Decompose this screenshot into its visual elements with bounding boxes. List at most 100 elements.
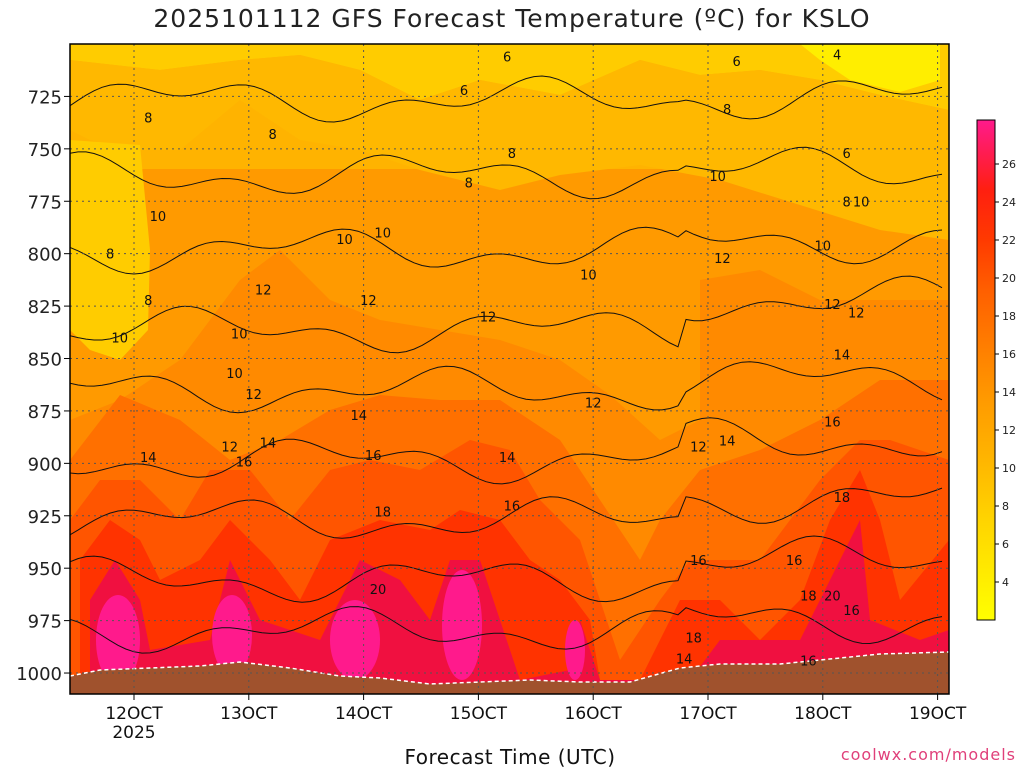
- x-axis-label: Forecast Time (UTC): [404, 745, 616, 769]
- contour-band-20: [90, 520, 949, 694]
- contour-label: 6: [733, 55, 741, 70]
- colorbar: 4 6 8 10 12 14 16 18 20 22 24 26: [976, 119, 1016, 621]
- x-tick-label: 14OCT: [335, 704, 393, 724]
- contour-label: 10: [853, 195, 870, 210]
- credit-link[interactable]: coolwx.com/models: [840, 745, 1016, 764]
- contour-label: 16: [800, 655, 817, 670]
- contour-label: 18: [374, 506, 391, 521]
- contour-label: 6: [843, 147, 851, 162]
- x-tick-label: 19OCT: [909, 704, 967, 724]
- contour-label: 8: [144, 111, 152, 126]
- y-tick-label: 975: [28, 612, 62, 633]
- y-tick-label: 900: [28, 454, 62, 475]
- contour-line: [70, 275, 943, 354]
- contour-label: 10: [709, 170, 726, 185]
- contour-label: 8: [723, 103, 731, 118]
- terrain-edge: [70, 651, 949, 685]
- y-tick-label: 875: [28, 402, 62, 423]
- contour-line: [70, 226, 943, 275]
- contour-label: 8: [843, 195, 851, 210]
- contour-line: [70, 361, 943, 414]
- x-tick-label: 13OCT: [220, 704, 278, 724]
- y-tick-label: 950: [28, 559, 62, 580]
- colorbar-tick-label: 22: [1002, 234, 1016, 247]
- contour-line: [70, 487, 943, 539]
- contour-line: [70, 75, 943, 123]
- contour-label: 12: [585, 397, 602, 412]
- x-tick-label: 12OCT: [105, 704, 163, 724]
- contour-label: 12: [360, 294, 377, 309]
- contour-label: 6: [503, 51, 511, 66]
- contour-label: 16: [824, 415, 841, 430]
- contour-line: [70, 606, 943, 654]
- colorbar-tick-label: 18: [1002, 310, 1016, 323]
- x-tick-label: 16OCT: [565, 704, 623, 724]
- colorbar-tick-label: 10: [1002, 462, 1016, 475]
- colorbar-ticks: 4 6 8 10 12 14 16 18 20 22 24 26: [995, 158, 1016, 589]
- contour-label: 16: [236, 455, 253, 470]
- colorbar-gradient: [976, 119, 996, 621]
- contour-label: 12: [480, 311, 497, 326]
- contour-label: 10: [150, 210, 167, 225]
- colorbar-tick-label: 12: [1002, 424, 1016, 437]
- contour-label: 8: [465, 176, 473, 191]
- contour-label: 14: [676, 652, 693, 667]
- y-tick-label: 725: [28, 87, 62, 108]
- contour-label: 10: [580, 269, 597, 284]
- y-tick-label: 1000: [16, 664, 62, 685]
- contour-label: 12: [848, 306, 865, 321]
- cold-pocket: [70, 140, 150, 360]
- contour-label: 18: [800, 590, 817, 605]
- chart-title: 2025101112 GFS Forecast Temperature (ºC)…: [153, 4, 871, 33]
- y-tick-label: 925: [28, 507, 62, 528]
- contour-line: [70, 417, 943, 485]
- contour-label: 12: [255, 283, 272, 298]
- contour-lines: [70, 75, 943, 654]
- contour-label: 20: [370, 583, 387, 598]
- y-tick-label: 850: [28, 350, 62, 371]
- contour-label: 10: [815, 239, 832, 254]
- warm-core-4: [442, 570, 482, 680]
- grid-lines: [70, 44, 949, 694]
- contour-label: 8: [144, 294, 152, 309]
- contour-label: 14: [719, 434, 736, 449]
- contour-label: 16: [843, 604, 860, 619]
- x-tick-label: 18OCT: [794, 704, 852, 724]
- contour-label: 12: [245, 388, 262, 403]
- x-tick-label: 17OCT: [679, 704, 737, 724]
- warm-core-5: [565, 620, 585, 680]
- contour-band-6: [70, 44, 949, 110]
- colorbar-tick-label: 4: [1002, 576, 1009, 589]
- contour-label: 10: [374, 227, 391, 242]
- contour-label: 12: [824, 298, 841, 313]
- contour-label: 10: [231, 327, 248, 342]
- contour-label: 18: [685, 631, 702, 646]
- colorbar-tick-label: 16: [1002, 348, 1016, 361]
- x-tick-label: 15OCT: [450, 704, 508, 724]
- plot-frame: [69, 43, 950, 695]
- contour-line: [70, 146, 943, 200]
- contour-label: 10: [111, 332, 128, 347]
- contour-label: 8: [106, 248, 114, 263]
- contour-label: 8: [508, 147, 516, 162]
- contour-line: [70, 535, 943, 603]
- contour-label: 14: [834, 348, 851, 363]
- contour-band-8: [70, 55, 949, 240]
- contour-label: 12: [690, 441, 707, 456]
- warm-core-2: [212, 595, 252, 675]
- contour-label: 10: [336, 233, 353, 248]
- contour-label: 20: [824, 590, 841, 605]
- contour-label: 6: [460, 84, 468, 99]
- x-year-label: 2025: [112, 723, 155, 743]
- contour-label: 16: [504, 499, 521, 514]
- colorbar-tick-label: 24: [1002, 196, 1016, 209]
- x-axis: 12OCT 13OCT 14OCT 15OCT 16OCT 17OCT 18OCT 19OCT…: [105, 694, 967, 743]
- contour-label: 14: [140, 451, 157, 466]
- contour-label: 8: [269, 128, 277, 143]
- contour-label: 16: [365, 449, 382, 464]
- terrain-ground: [70, 652, 949, 694]
